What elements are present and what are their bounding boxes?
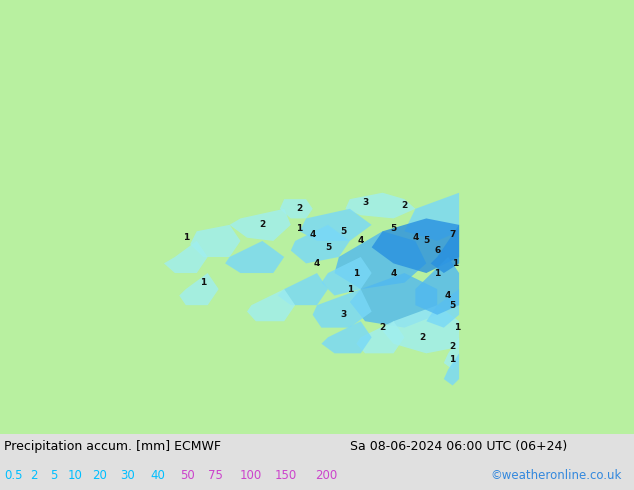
Text: 50: 50	[180, 469, 195, 483]
Text: 2: 2	[259, 220, 266, 229]
Text: 20: 20	[92, 469, 107, 483]
Text: 2: 2	[450, 343, 456, 351]
Text: 1: 1	[450, 355, 456, 364]
Text: 1: 1	[200, 278, 207, 287]
Text: 5: 5	[340, 227, 346, 236]
Text: 1: 1	[434, 269, 441, 277]
Text: 1: 1	[353, 269, 359, 277]
Text: 2: 2	[380, 323, 385, 332]
Text: 4: 4	[314, 259, 320, 268]
Polygon shape	[247, 289, 295, 321]
Polygon shape	[444, 337, 459, 369]
Polygon shape	[321, 257, 372, 295]
Polygon shape	[313, 289, 372, 328]
Text: ©weatheronline.co.uk: ©weatheronline.co.uk	[490, 469, 621, 483]
Text: 200: 200	[315, 469, 337, 483]
Text: 150: 150	[275, 469, 297, 483]
Text: 5: 5	[325, 243, 331, 252]
Text: 4: 4	[391, 269, 397, 277]
Text: 4: 4	[358, 236, 364, 245]
Text: 1: 1	[347, 285, 353, 294]
Polygon shape	[335, 231, 426, 289]
Polygon shape	[179, 273, 219, 305]
Polygon shape	[230, 209, 291, 241]
Text: 4: 4	[445, 291, 451, 300]
Text: 1: 1	[451, 259, 458, 268]
Polygon shape	[356, 321, 404, 353]
Polygon shape	[225, 241, 284, 273]
Text: 3: 3	[362, 198, 368, 207]
Polygon shape	[280, 199, 313, 219]
Text: 5: 5	[423, 236, 429, 245]
Text: 1: 1	[183, 233, 189, 242]
Text: 30: 30	[120, 469, 135, 483]
Text: 2: 2	[401, 201, 408, 210]
Text: 40: 40	[150, 469, 165, 483]
Polygon shape	[404, 193, 459, 241]
Polygon shape	[382, 305, 459, 353]
Text: 1: 1	[296, 223, 302, 233]
Text: 2: 2	[30, 469, 37, 483]
Text: 5: 5	[391, 223, 397, 233]
Text: 7: 7	[450, 230, 456, 239]
Text: 4: 4	[412, 233, 418, 242]
Text: 3: 3	[340, 310, 346, 319]
Polygon shape	[346, 193, 415, 219]
Text: 2: 2	[296, 204, 302, 213]
Polygon shape	[164, 241, 208, 273]
Polygon shape	[291, 225, 350, 264]
Polygon shape	[426, 289, 459, 328]
Text: Sa 08-06-2024 06:00 UTC (06+24): Sa 08-06-2024 06:00 UTC (06+24)	[350, 440, 567, 453]
Text: 4: 4	[309, 230, 316, 239]
Text: 5: 5	[450, 301, 456, 310]
Polygon shape	[372, 219, 459, 273]
Polygon shape	[299, 209, 372, 241]
Text: 100: 100	[240, 469, 262, 483]
Polygon shape	[278, 273, 328, 305]
Text: 10: 10	[68, 469, 83, 483]
Text: 6: 6	[434, 246, 441, 255]
Text: 1: 1	[454, 323, 460, 332]
Text: 2: 2	[419, 333, 425, 342]
Polygon shape	[190, 225, 240, 257]
Polygon shape	[415, 257, 459, 315]
Polygon shape	[321, 321, 372, 353]
Text: Precipitation accum. [mm] ECMWF: Precipitation accum. [mm] ECMWF	[4, 440, 221, 453]
Polygon shape	[444, 353, 459, 386]
Text: 5: 5	[50, 469, 57, 483]
Polygon shape	[350, 273, 437, 328]
Polygon shape	[430, 225, 459, 273]
Text: 75: 75	[208, 469, 223, 483]
Text: 0.5: 0.5	[4, 469, 22, 483]
